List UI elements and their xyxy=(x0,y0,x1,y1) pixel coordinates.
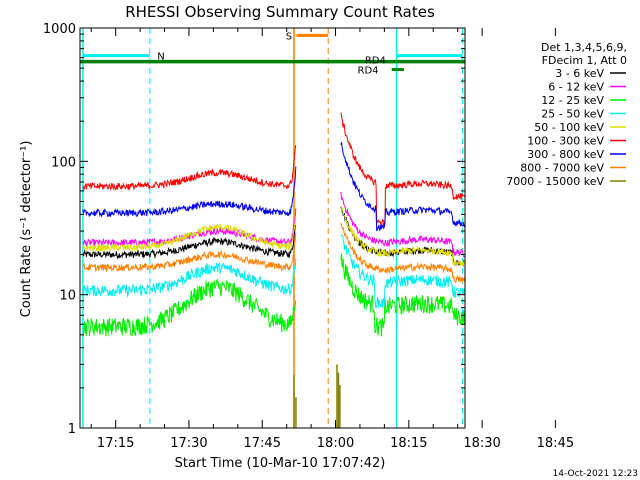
x-tick-label: 18:30 xyxy=(463,436,500,451)
series-line-25-50kev xyxy=(82,234,466,309)
legend-label: 6 - 12 keV xyxy=(548,81,604,94)
series-line-12-25kev xyxy=(82,253,466,337)
rd0-label: RD4 xyxy=(365,56,386,67)
legend-label: 50 - 100 keV xyxy=(534,121,604,134)
x-tick-label: 18:00 xyxy=(317,436,354,451)
legend-label: 100 - 300 keV xyxy=(527,135,604,148)
legend: Det 1,3,4,5,6,9,FDecim 1, Att 03 - 6 keV… xyxy=(506,41,627,188)
x-tick-label: 18:15 xyxy=(390,436,427,451)
x-tick-label: 17:45 xyxy=(244,436,281,451)
plot-frame xyxy=(79,27,466,429)
y-tick-label: 100 xyxy=(51,155,76,170)
legend-label: 25 - 50 keV xyxy=(541,108,604,121)
night-label: N xyxy=(157,52,164,63)
legend-label: 300 - 800 keV xyxy=(527,148,604,161)
y-tick-label: 1000 xyxy=(43,22,76,37)
y-axis: 1 10 100 1000 xyxy=(43,22,465,437)
series-line-6-12kev xyxy=(82,191,465,257)
series-line-100-300kev xyxy=(82,112,466,226)
legend-label: 12 - 25 keV xyxy=(541,94,604,107)
x-tick-label: 17:30 xyxy=(170,436,207,451)
rd4-label: RD4 xyxy=(358,66,379,77)
legend-header: FDecim 1, Att 0 xyxy=(542,54,627,67)
series-line-3-6kev xyxy=(82,206,466,267)
legend-header: Det 1,3,4,5,6,9, xyxy=(541,41,627,54)
legend-label: 3 - 6 keV xyxy=(555,67,604,80)
legend-label: 7000 - 15000 keV xyxy=(506,175,604,188)
series-line-300-800kev xyxy=(82,142,466,232)
y-axis-label: Count Rate (s⁻¹ detector⁻¹) xyxy=(19,141,34,318)
series-line-800-7000kev xyxy=(82,222,466,284)
legend-label: 800 - 7000 keV xyxy=(520,162,604,175)
x-axis: 17:15 17:30 17:45 18:00 18:15 18:30 18:45 xyxy=(90,28,574,451)
chart-title: RHESSI Observing Summary Count Rates xyxy=(125,3,435,21)
y-tick-label: 1 xyxy=(68,422,76,437)
y-tick-label: 10 xyxy=(59,289,76,304)
timestamp: 14-Oct-2021 12:23 xyxy=(553,469,638,479)
x-tick-label: 18:45 xyxy=(537,436,574,451)
x-axis-label: Start Time (10-Mar-10 17:07:42) xyxy=(175,456,386,471)
series-line-50-100kev xyxy=(82,205,466,267)
x-tick-label: 17:15 xyxy=(97,436,134,451)
saa-label: S xyxy=(286,31,292,42)
